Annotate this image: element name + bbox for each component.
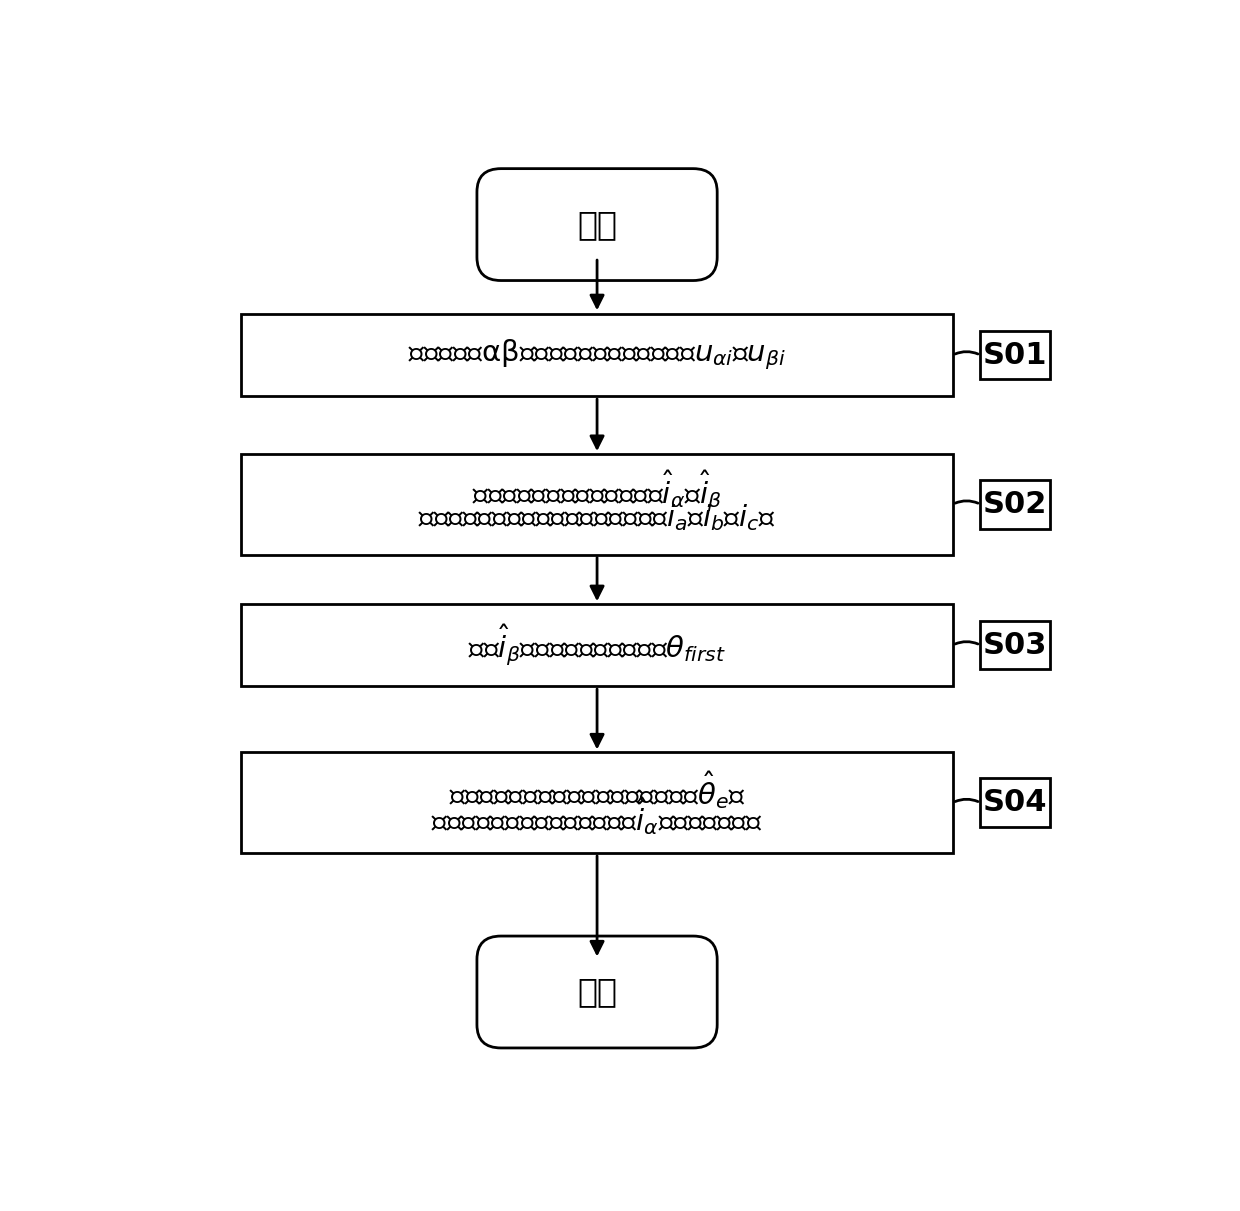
FancyBboxPatch shape: [981, 331, 1050, 379]
FancyBboxPatch shape: [477, 168, 717, 281]
Text: 改变直轴电流的基频分量，根据$\hat{i}_{\alpha}$幅値变化判断极: 改变直轴电流的基频分量，根据$\hat{i}_{\alpha}$幅値变化判断极: [432, 794, 763, 837]
FancyArrowPatch shape: [955, 351, 978, 354]
Text: 开始: 开始: [577, 208, 618, 241]
FancyBboxPatch shape: [981, 621, 1050, 670]
FancyBboxPatch shape: [981, 480, 1050, 528]
FancyArrowPatch shape: [955, 501, 978, 504]
Text: 向电机静止αβ坐标系中注入高频电压信号$u_{\alpha i}$和$u_{\beta i}$: 向电机静止αβ坐标系中注入高频电压信号$u_{\alpha i}$和$u_{\b…: [408, 338, 786, 373]
FancyArrowPatch shape: [955, 799, 978, 802]
Text: 根据$\hat{i}_{\beta}$计算出转子位置辨识值$\theta_{first}$: 根据$\hat{i}_{\beta}$计算出转子位置辨识值$\theta_{fi…: [469, 622, 725, 668]
FancyArrowPatch shape: [955, 642, 978, 644]
FancyBboxPatch shape: [242, 752, 952, 853]
FancyBboxPatch shape: [242, 314, 952, 396]
FancyBboxPatch shape: [981, 779, 1050, 827]
FancyBboxPatch shape: [242, 604, 952, 687]
Text: 结束: 结束: [577, 976, 618, 1009]
Text: S04: S04: [983, 788, 1048, 817]
Text: 再经过坐标变换得到目标电流$\hat{i}_{\alpha}$和$\hat{i}_{\beta}$: 再经过坐标变换得到目标电流$\hat{i}_{\alpha}$和$\hat{i}…: [472, 469, 722, 515]
FancyBboxPatch shape: [477, 936, 717, 1048]
Text: 性，极性补偿后输出转子初始位置辨识$\hat{\theta}_e$値: 性，极性补偿后输出转子初始位置辨识$\hat{\theta}_e$値: [449, 769, 745, 810]
Text: S03: S03: [983, 631, 1048, 660]
FancyBboxPatch shape: [242, 454, 952, 555]
Text: 电流传感器采样得到电机三相绕组电流$i_a$、$i_b$和$i_c$，: 电流传感器采样得到电机三相绕组电流$i_a$、$i_b$和$i_c$，: [418, 503, 776, 533]
Text: S01: S01: [983, 340, 1048, 369]
Text: S02: S02: [983, 489, 1048, 518]
